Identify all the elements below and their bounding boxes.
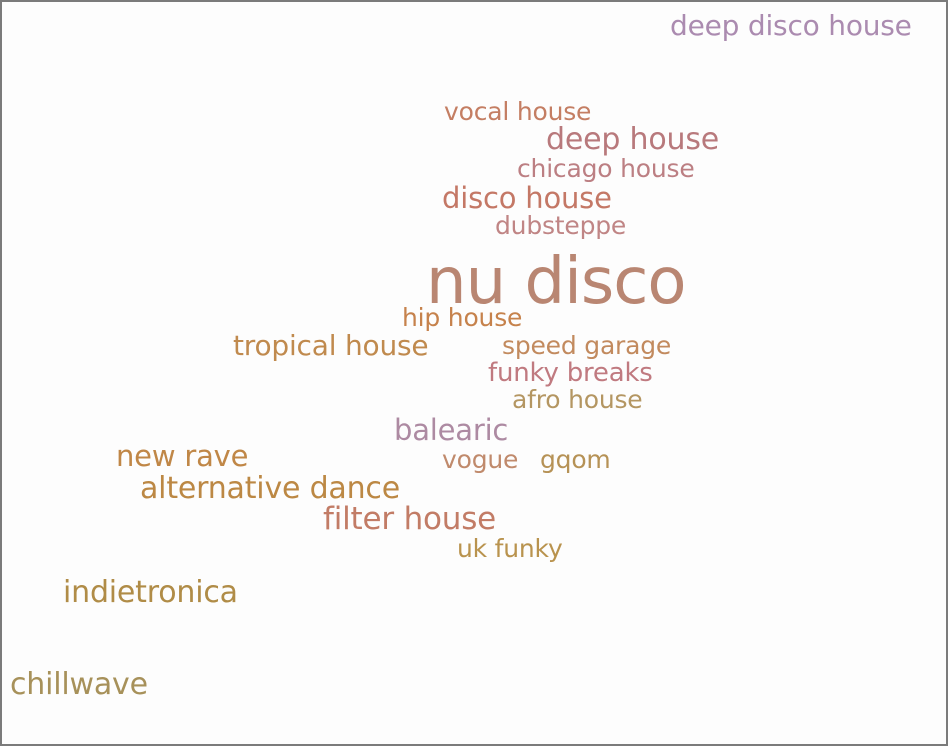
word-chicago-house: chicago house	[517, 154, 695, 183]
word-new-rave: new rave	[116, 439, 249, 473]
word-vogue: vogue	[442, 445, 519, 474]
word-balearic: balearic	[394, 413, 509, 447]
word-uk-funky: uk funky	[457, 534, 563, 563]
word-gqom: gqom	[540, 445, 611, 474]
word-indietronica: indietronica	[63, 575, 238, 610]
word-alternative-dance: alternative dance	[140, 471, 400, 506]
word-tropical-house: tropical house	[233, 329, 429, 362]
word-chillwave: chillwave	[10, 667, 148, 702]
word-filter-house: filter house	[323, 501, 497, 537]
word-hip-house: hip house	[402, 303, 523, 332]
word-funky-breaks: funky breaks	[488, 358, 653, 388]
word-speed-garage: speed garage	[502, 331, 672, 360]
word-disco-house: disco house	[442, 181, 612, 215]
word-deep-disco-house: deep disco house	[670, 9, 912, 42]
word-afro-house: afro house	[512, 385, 643, 414]
word-dubsteppe: dubsteppe	[495, 211, 627, 240]
word-nu-disco: nu disco	[426, 245, 687, 319]
word-vocal-house: vocal house	[444, 97, 592, 126]
word-deep-house: deep house	[546, 122, 720, 157]
